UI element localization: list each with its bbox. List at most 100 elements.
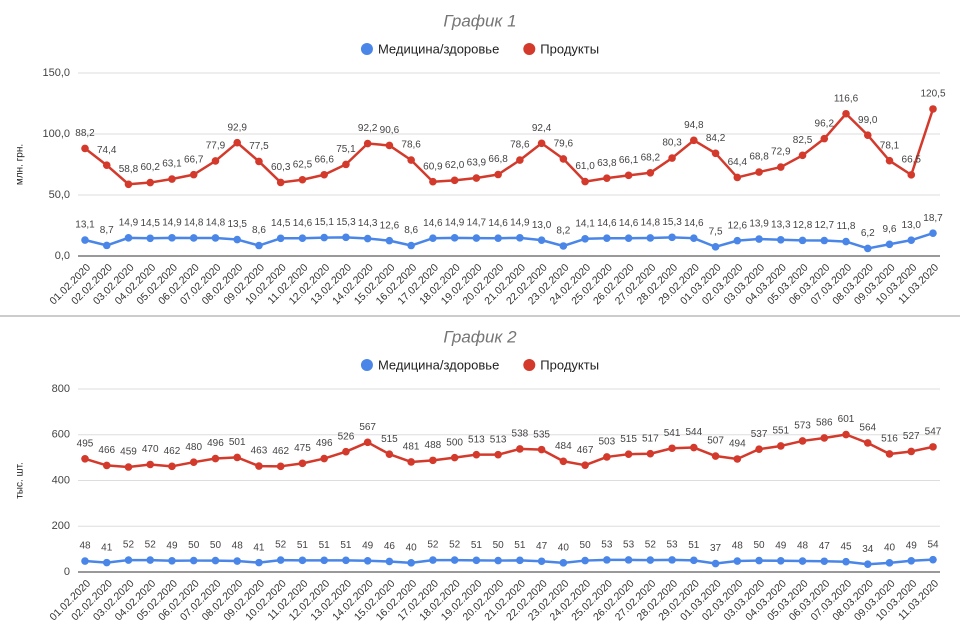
data-label: 503 — [599, 437, 616, 448]
data-point — [711, 243, 720, 251]
data-label: 51 — [297, 540, 309, 551]
data-label: 14,8 — [184, 218, 204, 229]
data-label: 466 — [98, 445, 115, 456]
data-label: 467 — [577, 445, 594, 456]
data-label: 507 — [707, 436, 724, 447]
y-tick-label: 0 — [64, 566, 70, 578]
data-point — [798, 236, 807, 245]
data-label: 60,2 — [140, 162, 160, 173]
data-label: 537 — [751, 429, 768, 440]
data-label: 501 — [229, 437, 246, 448]
data-label: 7,5 — [709, 226, 723, 237]
data-label: 92,4 — [532, 123, 552, 134]
data-label: 9,6 — [883, 224, 897, 235]
data-label: 551 — [772, 426, 789, 437]
data-point — [81, 236, 89, 244]
data-point — [798, 437, 807, 445]
data-point — [189, 234, 198, 242]
data-point — [276, 178, 285, 187]
data-point — [211, 234, 220, 242]
data-label: 14,6 — [423, 218, 443, 229]
data-label: 14,9 — [119, 217, 139, 228]
data-point — [494, 234, 502, 242]
data-label: 51 — [688, 540, 700, 551]
data-label: 37 — [710, 543, 722, 554]
data-point — [233, 235, 242, 244]
data-label: 74,4 — [97, 145, 117, 156]
data-point — [820, 134, 829, 143]
data-label: 46 — [384, 541, 396, 552]
data-label: 50 — [753, 540, 765, 551]
data-label: 49 — [362, 540, 374, 551]
data-label: 61,0 — [575, 161, 595, 172]
data-point — [907, 447, 916, 456]
data-point — [624, 234, 633, 242]
data-point — [668, 444, 676, 453]
data-point — [429, 456, 437, 465]
data-label: 13,9 — [749, 219, 769, 230]
data-label: 8,2 — [556, 226, 570, 237]
data-point — [603, 234, 611, 242]
data-point — [516, 445, 524, 453]
data-label: 527 — [903, 431, 920, 442]
data-point — [450, 556, 459, 564]
data-point — [603, 453, 611, 461]
data-point — [255, 462, 263, 470]
data-point — [929, 443, 937, 451]
data-point — [168, 462, 176, 471]
data-label: 513 — [468, 434, 485, 445]
data-label: 18,7 — [923, 213, 943, 224]
data-point — [189, 556, 198, 565]
data-point — [146, 234, 155, 243]
y-tick-label: 0,0 — [55, 250, 70, 262]
data-label: 14,8 — [206, 218, 226, 229]
data-point — [581, 556, 589, 565]
data-label: 15,3 — [662, 217, 682, 228]
data-label: 52 — [123, 540, 135, 551]
legend-label: Медицина/здоровье — [378, 41, 499, 56]
data-label: 78,1 — [880, 140, 900, 151]
data-label: 8,6 — [404, 225, 418, 236]
data-label: 516 — [881, 434, 898, 445]
data-point — [842, 557, 850, 566]
data-label: 92,9 — [227, 122, 247, 133]
data-label: 48 — [732, 541, 744, 552]
series-line — [84, 558, 934, 566]
data-label: 494 — [729, 439, 746, 450]
data-point — [755, 235, 763, 243]
data-label: 544 — [685, 427, 702, 438]
data-label: 586 — [816, 418, 833, 429]
data-point — [863, 439, 872, 447]
data-point — [711, 149, 720, 158]
data-label: 63,8 — [597, 158, 617, 169]
data-label: 13,3 — [771, 219, 791, 230]
data-label: 82,5 — [793, 135, 813, 146]
data-label: 64,4 — [728, 157, 748, 168]
data-point — [863, 131, 872, 140]
data-point — [907, 556, 916, 565]
data-point — [407, 458, 415, 466]
data-point — [646, 234, 655, 242]
legend-marker — [360, 359, 373, 371]
data-point — [581, 177, 589, 186]
data-point — [885, 450, 894, 458]
data-label: 462 — [272, 446, 289, 457]
data-point — [581, 234, 589, 243]
data-label: 50 — [210, 540, 222, 551]
data-label: 77,5 — [249, 141, 269, 152]
data-point — [276, 556, 285, 564]
data-label: 48 — [79, 541, 91, 552]
data-label: 78,6 — [401, 140, 421, 151]
data-label: 567 — [359, 422, 376, 433]
data-label: 51 — [340, 540, 352, 551]
data-point — [255, 241, 263, 250]
data-point — [690, 136, 698, 145]
data-label: 14,9 — [162, 217, 182, 228]
data-label: 526 — [338, 431, 355, 442]
data-point — [276, 234, 285, 243]
data-point — [733, 557, 742, 565]
data-point — [776, 442, 785, 450]
legend-label: Продукты — [540, 357, 599, 372]
data-point — [363, 556, 372, 565]
data-point — [450, 234, 459, 242]
